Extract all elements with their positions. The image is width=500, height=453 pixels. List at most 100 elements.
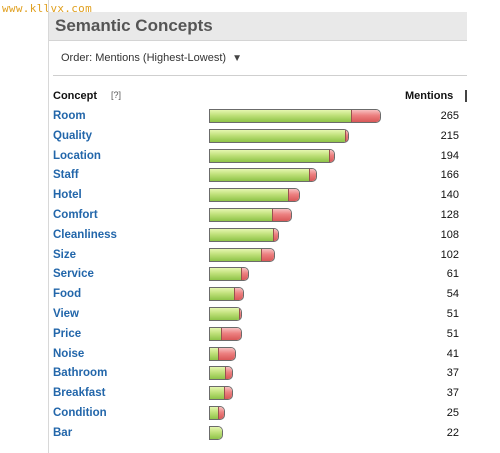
concept-label[interactable]: Size xyxy=(53,248,77,261)
mention-count: 25 xyxy=(446,406,459,419)
sentiment-bar xyxy=(209,425,223,440)
mention-count: 265 xyxy=(440,110,459,122)
negative-segment xyxy=(217,347,235,360)
sentiment-bar xyxy=(209,346,236,361)
concept-row: Service 61 xyxy=(49,264,500,284)
negative-segment xyxy=(221,327,241,340)
concept-row: Comfort 128 xyxy=(49,205,500,225)
concept-label[interactable]: Breakfast xyxy=(53,387,106,400)
concept-row: View 51 xyxy=(49,304,500,324)
negative-segment xyxy=(345,129,348,142)
semantic-concepts-panel: Semantic Concepts Order: Mentions (Highe… xyxy=(48,0,500,453)
mention-count: 166 xyxy=(440,169,459,182)
sort-order-selector[interactable]: Order: Mentions (Highest-Lowest) ▼ xyxy=(61,52,242,64)
positive-segment xyxy=(210,149,330,162)
mentions-column-header: Mentions xyxy=(405,90,454,102)
mention-count: 102 xyxy=(440,248,459,261)
negative-segment xyxy=(224,367,232,380)
concept-label[interactable]: Cleanliness xyxy=(53,228,117,241)
sentiment-bar xyxy=(209,168,317,183)
sentiment-bar xyxy=(209,247,275,262)
negative-segment xyxy=(308,169,316,182)
concept-label[interactable]: Quality xyxy=(53,129,92,142)
positive-segment xyxy=(210,268,242,281)
concept-row: Bar 22 xyxy=(49,423,500,443)
concept-row: Hotel 140 xyxy=(49,185,500,205)
mention-count: 37 xyxy=(446,367,459,380)
help-link[interactable]: [?] xyxy=(111,90,122,100)
mention-count: 54 xyxy=(446,288,459,301)
mention-count: 215 xyxy=(440,129,459,142)
concept-label[interactable]: Bar xyxy=(53,426,73,439)
site-watermark: www.kllvx.com xyxy=(2,2,92,15)
negative-segment xyxy=(272,208,291,221)
positive-segment xyxy=(210,327,222,340)
mention-count: 194 xyxy=(440,149,459,162)
mention-count: 140 xyxy=(440,189,459,202)
sort-order-label[interactable]: Order: Mentions (Highest-Lowest) xyxy=(61,52,227,64)
positive-segment xyxy=(210,387,224,400)
negative-segment xyxy=(329,149,334,162)
column-edge-marker xyxy=(465,90,467,102)
sentiment-bar xyxy=(209,148,335,163)
concept-label[interactable]: Price xyxy=(53,327,82,340)
positive-segment xyxy=(210,288,234,301)
sentiment-bar xyxy=(209,267,249,282)
mention-count: 61 xyxy=(446,268,459,281)
positive-segment xyxy=(210,367,225,380)
negative-segment xyxy=(351,110,380,122)
concept-row: Room 265 xyxy=(49,106,500,126)
panel-title: Semantic Concepts xyxy=(55,16,213,35)
mention-count: 108 xyxy=(440,228,459,241)
sentiment-bar xyxy=(209,188,300,203)
concept-list: Room 265 Quality 215 Location 194 Staff 166 Hote… xyxy=(49,106,500,443)
concept-label[interactable]: Comfort xyxy=(53,208,98,221)
negative-segment xyxy=(223,387,232,400)
concept-label[interactable]: View xyxy=(53,307,79,320)
sentiment-bar xyxy=(209,227,279,242)
mention-count: 128 xyxy=(440,208,459,221)
positive-segment xyxy=(210,248,261,261)
negative-segment xyxy=(288,189,299,202)
concept-label[interactable]: Food xyxy=(53,288,82,301)
concept-label[interactable]: Hotel xyxy=(53,189,82,202)
mention-count: 51 xyxy=(446,307,459,320)
divider xyxy=(53,75,467,76)
concept-row: Location 194 xyxy=(49,146,500,166)
concept-label[interactable]: Room xyxy=(53,110,86,122)
mention-count: 51 xyxy=(446,327,459,340)
concept-row: Cleanliness 108 xyxy=(49,225,500,245)
positive-segment xyxy=(210,110,352,122)
sentiment-bar xyxy=(209,386,233,401)
sentiment-bar xyxy=(209,326,242,341)
sentiment-bar xyxy=(209,366,233,381)
concept-label[interactable]: Bathroom xyxy=(53,367,108,380)
concept-row: Staff 166 xyxy=(49,165,500,185)
negative-segment xyxy=(241,268,248,281)
mention-count: 41 xyxy=(446,347,459,360)
negative-segment xyxy=(239,307,241,320)
concept-label[interactable]: Staff xyxy=(53,169,79,182)
sentiment-bar xyxy=(209,128,349,143)
sentiment-bar xyxy=(209,405,225,420)
sentiment-bar xyxy=(209,306,242,321)
positive-segment xyxy=(210,307,240,320)
concept-row: Price 51 xyxy=(49,324,500,344)
concept-row: Noise 41 xyxy=(49,344,500,364)
concept-label[interactable]: Location xyxy=(53,149,101,162)
negative-segment xyxy=(233,288,243,301)
concept-row: Bathroom 37 xyxy=(49,363,500,383)
sentiment-bar xyxy=(209,207,292,222)
negative-segment xyxy=(272,228,278,241)
concept-label[interactable]: Noise xyxy=(53,347,85,360)
sentiment-bar xyxy=(209,109,381,123)
mention-count: 37 xyxy=(446,387,459,400)
concept-label[interactable]: Service xyxy=(53,268,94,281)
dropdown-arrow-icon[interactable]: ▼ xyxy=(232,53,243,64)
positive-segment xyxy=(210,169,309,182)
concept-label[interactable]: Condition xyxy=(53,406,107,419)
sentiment-bar xyxy=(209,287,244,302)
positive-segment xyxy=(210,208,273,221)
concept-row: Condition 25 xyxy=(49,403,500,423)
positive-segment xyxy=(210,406,218,419)
